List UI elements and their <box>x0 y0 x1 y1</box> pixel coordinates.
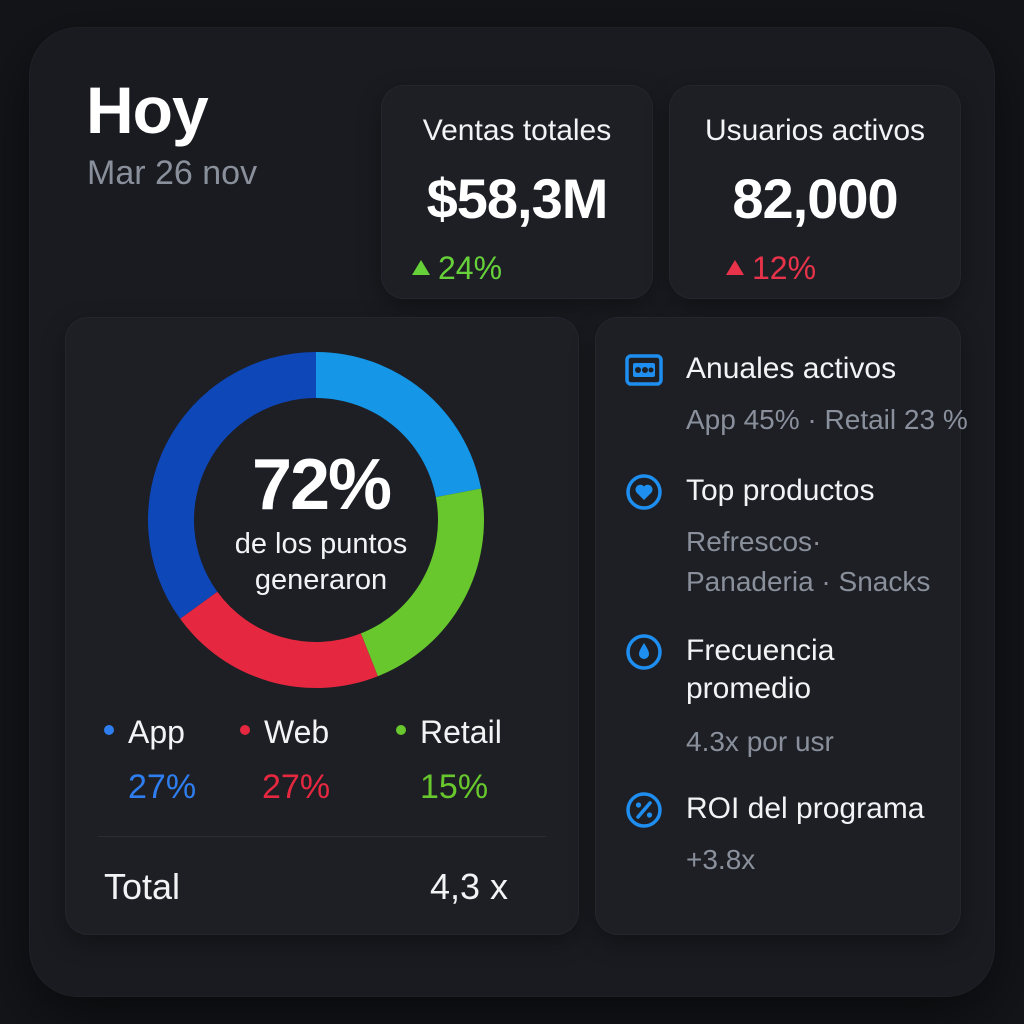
legend-label: Web <box>264 714 330 750</box>
donut-segment-red <box>180 591 378 688</box>
up-arrow-icon <box>412 260 430 275</box>
legend-dot <box>240 725 250 735</box>
divider <box>98 836 546 837</box>
stat-card-sales[interactable]: Ventas totales $58,3M 24% <box>382 86 652 298</box>
legend-value-app: 27% <box>128 768 197 806</box>
donut-caption-line1: de los puntos <box>234 528 408 560</box>
stat-change-value: 24% <box>438 250 503 286</box>
insights-card: Anuales activos App 45% · Retail 23 % To… <box>596 318 968 934</box>
stat-value: 82,000 <box>732 167 898 230</box>
legend-dot <box>396 725 406 735</box>
list-item-subtitle: Refrescos· <box>686 526 822 557</box>
stat-change-value: 12% <box>752 250 817 286</box>
list-item-title: Frecuencia <box>686 634 835 667</box>
list-item-title: Top productos <box>686 474 875 507</box>
donut-caption-line2: generaron <box>254 564 388 596</box>
list-item-subtitle: +3.8x <box>686 844 756 875</box>
page-date: Mar 26 nov <box>87 154 258 192</box>
stat-label: Ventas totales <box>422 114 612 147</box>
legend-dot <box>104 725 114 735</box>
list-item-subtitle: 4.3x por usr <box>686 726 834 757</box>
donut-center-caption: de los puntos generaron <box>66 526 576 598</box>
percent-icon <box>626 792 662 828</box>
stat-label: Usuarios activos <box>704 114 926 147</box>
donut-card: 72% de los puntos generaron App Web Reta… <box>66 318 578 934</box>
stat-change: 24% <box>412 250 502 287</box>
page-title: Hoy <box>86 73 209 147</box>
id-card-icon <box>625 354 663 386</box>
stat-change: 12% <box>726 250 816 287</box>
heart-icon <box>626 474 662 510</box>
list-item-title: Anuales activos <box>686 352 897 385</box>
list-item-title-2: promedio <box>686 672 812 705</box>
list-item-subtitle-2: Panaderia · Snacks <box>686 566 931 597</box>
legend-web: Web <box>240 714 329 751</box>
donut-segment-green <box>360 488 484 677</box>
list-item-title: ROI del programa <box>686 792 925 825</box>
legend-value-retail: 15% <box>420 768 489 806</box>
legend-value-web: 27% <box>262 768 331 806</box>
stat-card-users[interactable]: Usuarios activos 82,000 12% <box>670 86 960 298</box>
list-item-subtitle: App 45% · Retail 23 % <box>686 404 968 435</box>
donut-center-value: 72% <box>251 445 392 525</box>
donut-segment-light-blue <box>316 352 482 498</box>
total-label: Total <box>104 866 181 907</box>
donut-segment-dark-blue <box>147 352 316 619</box>
drop-icon <box>626 634 662 670</box>
up-arrow-icon <box>726 260 744 275</box>
total-value: 4,3 x <box>430 866 509 907</box>
legend-label: App <box>128 714 185 750</box>
stat-value: $58,3M <box>426 167 609 230</box>
legend-app: App <box>104 714 185 751</box>
donut-chart <box>147 352 484 688</box>
legend-retail: Retail <box>396 714 502 751</box>
legend-label: Retail <box>420 714 502 750</box>
